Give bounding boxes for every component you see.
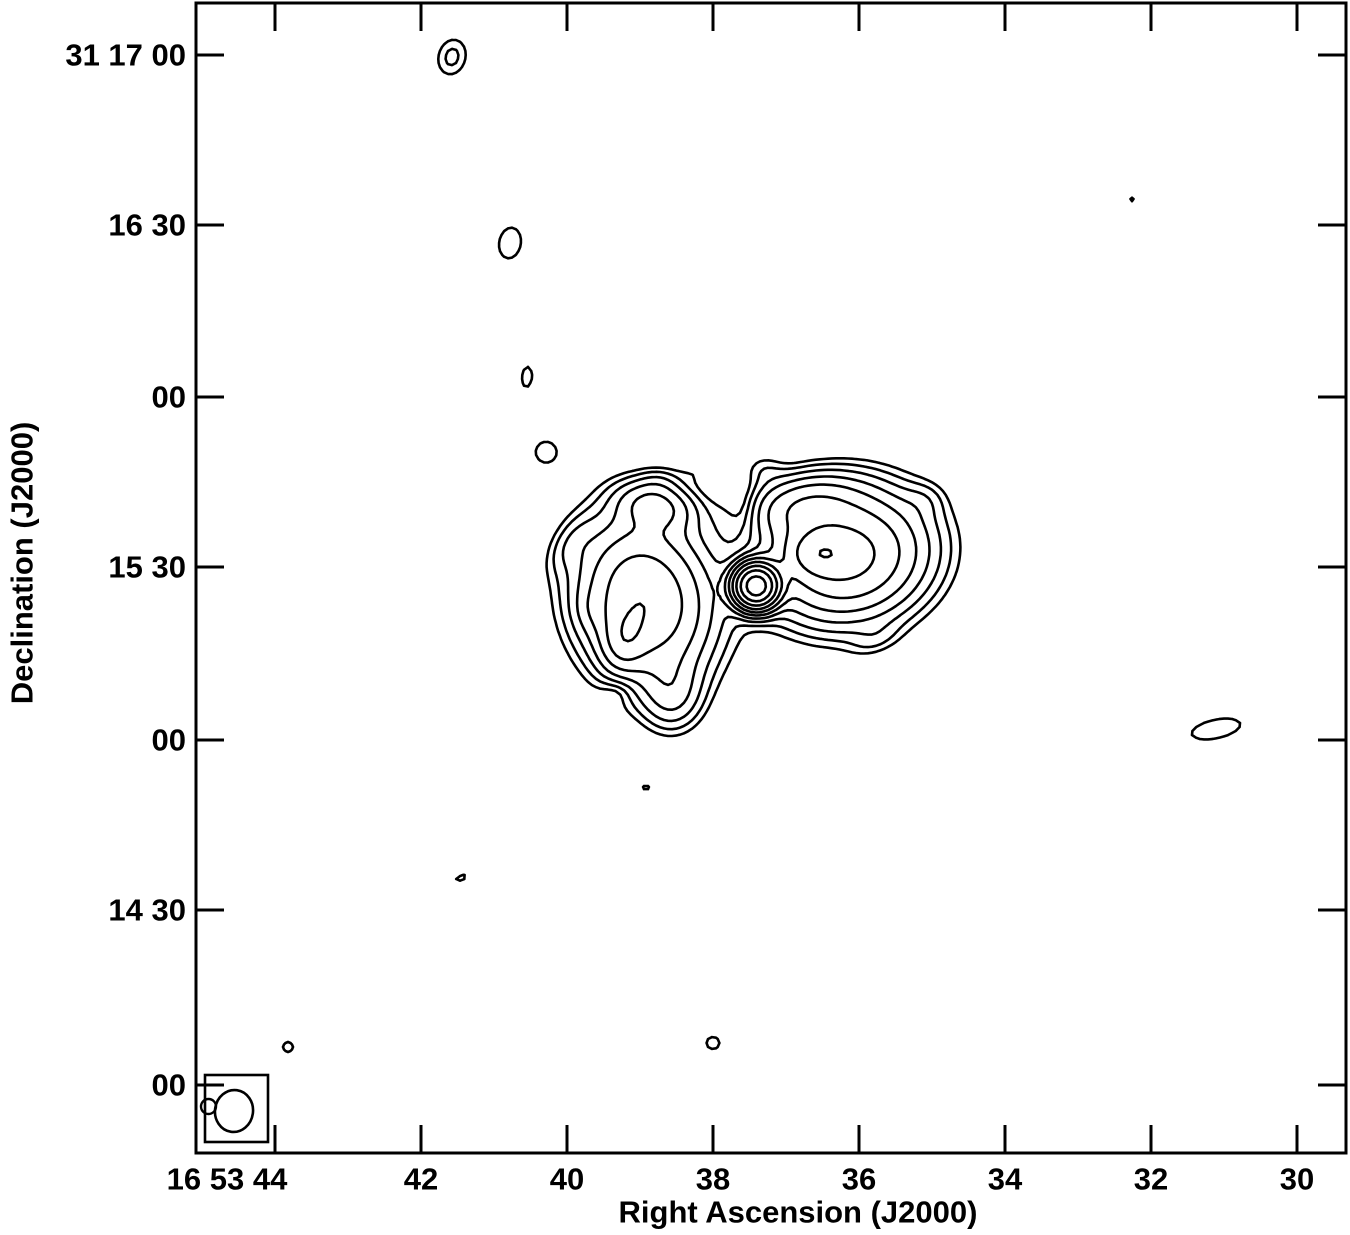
- contour-level-8: [735, 548, 833, 607]
- contour-level-1: [281, 38, 1242, 1054]
- y-tick-label-5: 14 30: [108, 892, 186, 928]
- plot-frame: [194, 1, 1348, 1155]
- contour-level-4: [575, 475, 931, 711]
- x-tick-label-7: 30: [1279, 1161, 1315, 1197]
- x-tick-label-2: 40: [549, 1161, 585, 1197]
- x-tick-label-4: 36: [841, 1161, 877, 1197]
- x-tick-label-3: 38: [695, 1161, 731, 1197]
- y-tick-label-0: 31 17 00: [65, 37, 186, 73]
- y-axis-title: Declination (J2000): [4, 421, 40, 705]
- x-tick-label-1: 42: [403, 1161, 439, 1197]
- y-tick-label-4: 00: [151, 722, 186, 758]
- contour-level-2: [444, 47, 953, 731]
- x-tick-label-6: 32: [1133, 1161, 1169, 1197]
- y-tick-label-2: 00: [151, 379, 186, 415]
- beam-box: [203, 1073, 270, 1144]
- y-tick-label-1: 16 30: [108, 207, 186, 243]
- beam-ellipse: [213, 1088, 255, 1134]
- contour-level-5: [586, 483, 918, 687]
- contour-level-3: [561, 468, 943, 723]
- y-tick-label-3: 15 30: [108, 549, 186, 585]
- x-axis-title: Right Ascension (J2000): [618, 1194, 978, 1230]
- contour-level-10: [745, 575, 768, 597]
- y-tick-label-6: 00: [151, 1067, 186, 1103]
- beam-small-circle: [199, 1097, 218, 1116]
- contour-level-7: [620, 524, 876, 643]
- x-tick-label-5: 34: [987, 1161, 1023, 1197]
- contour-level-6: [604, 495, 901, 662]
- x-tick-label-0: 16 53 44: [166, 1161, 288, 1197]
- contour-level-9: [739, 569, 774, 603]
